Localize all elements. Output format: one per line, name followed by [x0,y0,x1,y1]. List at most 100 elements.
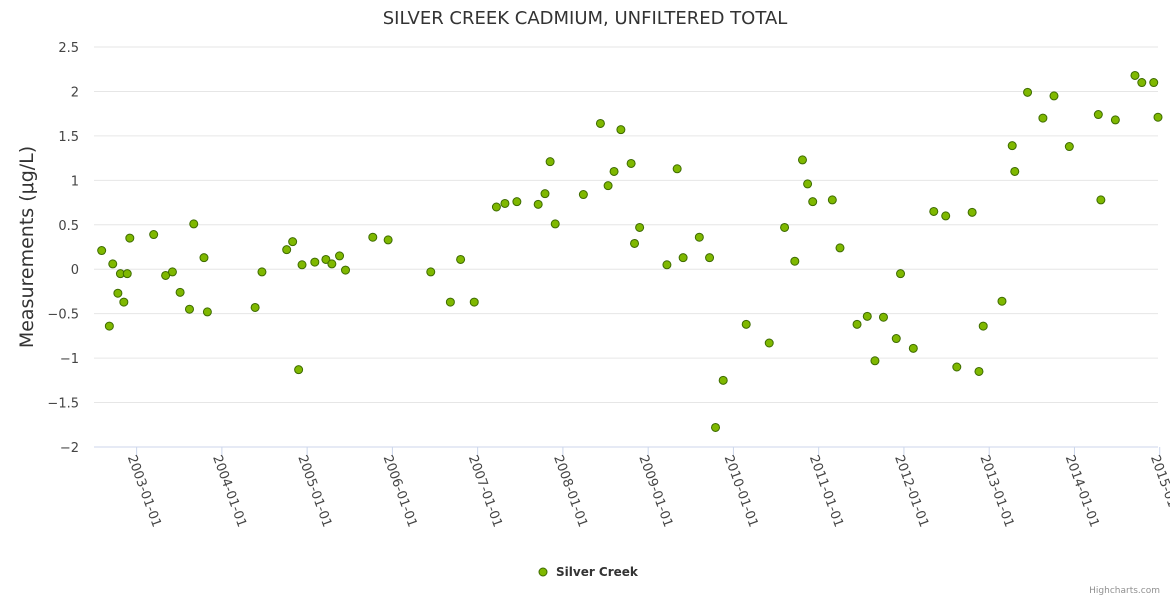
data-point[interactable] [941,211,951,221]
y-tick-label: 2.5 [58,41,79,56]
data-point[interactable] [335,251,345,261]
data-point[interactable] [891,334,901,344]
data-point[interactable] [852,319,862,329]
data-point[interactable] [678,253,688,263]
credits-link[interactable]: Highcharts.com [1089,586,1160,596]
data-point[interactable] [383,235,393,245]
data-point[interactable] [119,297,129,307]
data-point[interactable] [741,319,751,329]
data-point[interactable] [578,190,588,200]
data-point[interactable] [764,338,774,348]
data-point[interactable] [808,197,818,207]
data-point[interactable] [122,269,132,279]
data-point[interactable] [533,199,543,209]
data-point[interactable] [790,256,800,266]
data-point[interactable] [426,267,436,277]
data-point[interactable] [672,164,682,174]
data-point[interactable] [202,307,212,317]
data-point[interactable] [1137,78,1147,88]
data-point[interactable] [297,260,307,270]
data-point[interactable] [125,233,135,243]
data-point[interactable] [870,356,880,366]
data-point[interactable] [1023,87,1033,97]
data-point[interactable] [803,179,813,189]
data-point[interactable] [967,207,977,217]
data-point[interactable] [626,158,636,168]
data-point[interactable] [827,195,837,205]
data-point[interactable] [595,118,605,128]
data-point[interactable] [189,219,199,229]
data-point[interactable] [550,219,560,229]
data-point[interactable] [1149,78,1159,88]
data-point[interactable] [896,269,906,279]
legend-marker-icon[interactable] [538,567,548,577]
data-point[interactable] [1064,142,1074,152]
data-point[interactable] [469,297,479,307]
data-point[interactable] [282,245,292,255]
data-point[interactable] [1093,110,1103,120]
data-point[interactable] [780,222,790,232]
legend-item-silver-creek[interactable]: Silver Creek [556,565,639,579]
y-tick-label: 0 [71,263,79,278]
data-point[interactable] [184,304,194,314]
data-point[interactable] [288,237,298,247]
data-point[interactable] [368,232,378,242]
data-point[interactable] [862,311,872,321]
y-tick-label: 0.5 [58,219,79,234]
data-point[interactable] [250,302,260,312]
data-point[interactable] [929,206,939,216]
data-point[interactable] [540,189,550,199]
y-tick-label: −2 [60,441,79,456]
data-point[interactable] [718,375,728,385]
data-point[interactable] [630,238,640,248]
data-point[interactable] [835,243,845,253]
data-point[interactable] [108,259,118,269]
data-point[interactable] [997,296,1007,306]
data-point[interactable] [797,155,807,165]
data-point[interactable] [456,254,466,264]
data-point[interactable] [1130,70,1140,80]
data-point[interactable] [199,253,209,263]
data-point[interactable] [1153,112,1163,122]
data-point[interactable] [321,254,331,264]
data-point[interactable] [491,202,501,212]
data-point[interactable] [603,181,613,191]
data-point[interactable] [113,288,123,298]
data-point[interactable] [1007,141,1017,151]
data-point[interactable] [294,365,304,375]
data-point[interactable] [257,267,267,277]
legend[interactable]: Silver Creek [538,565,639,579]
data-point[interactable] [104,321,114,331]
data-point[interactable] [616,125,626,135]
data-point[interactable] [908,343,918,353]
data-point[interactable] [167,267,177,277]
data-point[interactable] [149,230,159,240]
data-point[interactable] [512,197,522,207]
data-point[interactable] [1010,166,1020,176]
data-point[interactable] [878,312,888,322]
data-point[interactable] [310,257,320,267]
data-point[interactable] [662,260,672,270]
data-point[interactable] [500,198,510,208]
data-point[interactable] [974,366,984,376]
data-point[interactable] [1110,115,1120,125]
data-point[interactable] [445,297,455,307]
data-point[interactable] [341,265,351,275]
data-point[interactable] [694,232,704,242]
data-point[interactable] [175,287,185,297]
data-point[interactable] [635,222,645,232]
data-point[interactable] [952,362,962,372]
data-point[interactable] [545,157,555,167]
data-point[interactable] [1038,113,1048,123]
data-point[interactable] [978,321,988,331]
data-point[interactable] [1096,195,1106,205]
data-point[interactable] [97,246,107,256]
data-point[interactable] [1049,91,1059,101]
data-point[interactable] [161,270,171,280]
y-tick-label: 2 [71,85,79,100]
data-point[interactable] [711,422,721,432]
data-point[interactable] [705,253,715,263]
data-point[interactable] [327,259,337,269]
data-point[interactable] [609,166,619,176]
